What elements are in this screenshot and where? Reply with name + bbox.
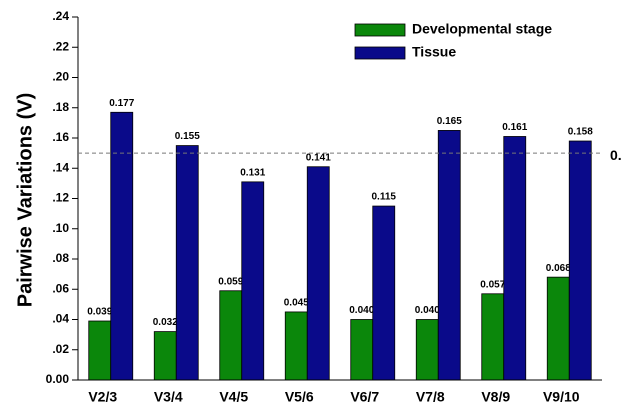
y-tick-label: .08 [52, 251, 69, 265]
bar [503, 136, 527, 381]
bar [437, 130, 461, 381]
value-label: 0.068 [546, 263, 571, 274]
value-label: 0.045 [284, 298, 309, 309]
x-tick-label: V6/7 [350, 389, 379, 405]
x-tick-label: V2/3 [88, 389, 117, 405]
y-tick-label: .06 [52, 281, 69, 295]
y-tick-label: 0.00 [46, 372, 70, 386]
x-tick-label: V5/6 [285, 389, 314, 405]
value-label: 0.039 [87, 307, 112, 318]
bar [219, 290, 243, 381]
legend-swatch [354, 23, 406, 37]
y-tick-label: .16 [52, 130, 69, 144]
x-tick-label: V8/9 [481, 389, 510, 405]
y-tick-label: .20 [52, 70, 69, 84]
value-label: 0.032 [153, 317, 178, 328]
bar [88, 320, 112, 381]
value-label: 0.131 [240, 168, 265, 179]
x-tick-label: V3/4 [154, 389, 183, 405]
value-label: 0.057 [480, 279, 505, 290]
value-label: 0.040 [415, 305, 440, 316]
bar [241, 181, 265, 381]
y-tick-label: .24 [52, 9, 69, 23]
value-label: 0.177 [109, 98, 134, 109]
bar [372, 205, 396, 381]
value-label: 0.155 [175, 131, 200, 142]
y-tick-label: .04 [52, 312, 69, 326]
y-tick-label: .02 [52, 342, 69, 356]
value-label: 0.040 [349, 305, 374, 316]
bar [153, 331, 177, 381]
bar [110, 111, 134, 381]
value-label: 0.161 [502, 122, 527, 133]
y-tick-label: .22 [52, 39, 69, 53]
legend-label: Tissue [412, 44, 456, 60]
bar [546, 276, 570, 381]
value-label: 0.158 [568, 127, 593, 138]
bar [415, 319, 439, 381]
bar [481, 293, 505, 381]
reference-label: 0.15 [610, 147, 621, 163]
value-label: 0.115 [372, 192, 397, 203]
y-tick-label: .18 [52, 100, 69, 114]
x-tick-label: V4/5 [219, 389, 248, 405]
legend-label: Developmental stage [412, 21, 552, 37]
value-label: 0.141 [306, 152, 331, 163]
value-label: 0.165 [437, 116, 462, 127]
bar [175, 145, 199, 381]
value-label: 0.059 [218, 276, 243, 287]
x-tick-label: V9/10 [543, 389, 580, 405]
bar [350, 319, 374, 381]
y-tick-label: .14 [52, 160, 69, 174]
y-axis-label: Pairwise Variations (V) [14, 93, 36, 308]
y-tick-label: .12 [52, 191, 69, 205]
y-tick-label: .10 [52, 221, 69, 235]
legend-swatch [354, 46, 406, 60]
bar [306, 166, 330, 381]
bar [568, 140, 592, 381]
x-tick-label: V7/8 [416, 389, 445, 405]
bar [284, 311, 308, 381]
